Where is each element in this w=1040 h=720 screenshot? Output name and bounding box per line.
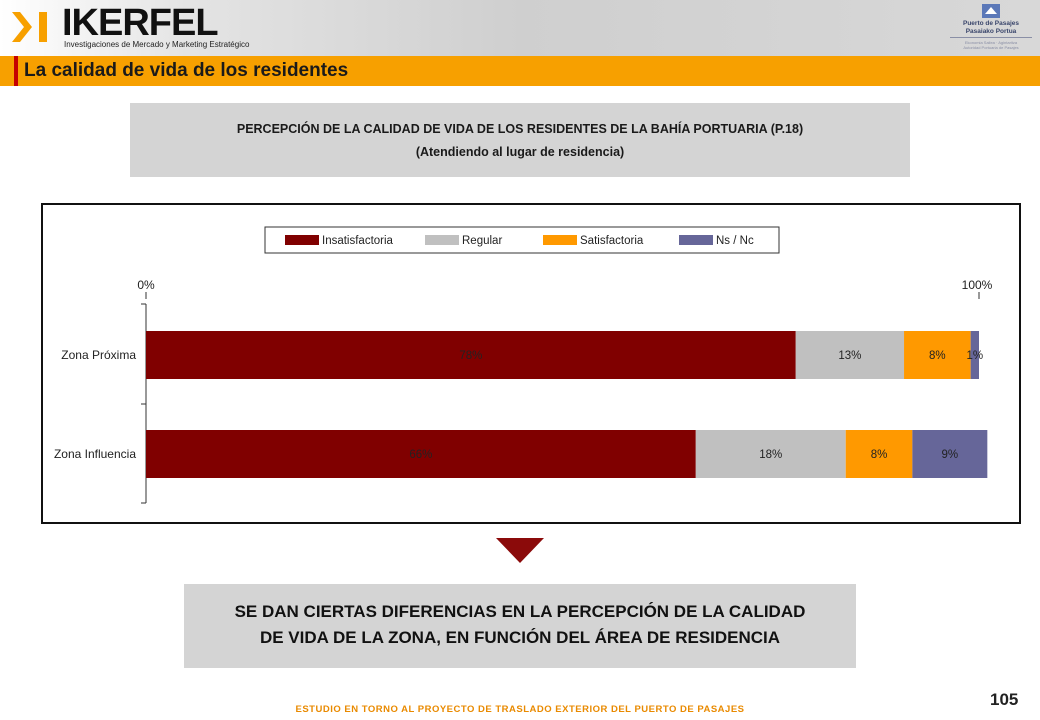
data-label-3-0: 1%	[967, 350, 984, 362]
conclusion-line1: SE DAN CIERTAS DIFERENCIAS EN LA PERCEPC…	[234, 602, 806, 621]
legend-label-1: Regular	[462, 235, 502, 247]
ikerfel-logo-icon	[12, 12, 47, 42]
legend-swatch-2	[543, 235, 577, 245]
legend-swatch-0	[285, 235, 319, 245]
chart-subtitle: (Atendiendo al lugar de residencia)	[415, 145, 625, 159]
partner-name-line1: Puerto de Pasajes	[963, 20, 1019, 27]
bar-2-1	[845, 430, 913, 478]
partner-name-line2: Pasaiako Portua	[965, 28, 1017, 35]
bar-1-0	[795, 331, 905, 379]
data-label-0-1: 66%	[409, 449, 432, 461]
data-label-2-1: 8%	[871, 449, 888, 461]
partner-small-line1: Ekonomia Sailea · Agintaritza	[964, 40, 1018, 45]
data-label-1-1: 18%	[759, 449, 782, 461]
partner-divider	[950, 37, 1032, 38]
footer-text: ESTUDIO EN TORNO AL PROYECTO DE TRASLADO…	[295, 704, 745, 715]
chart-title: PERCEPCIÓN DE LA CALIDAD DE VIDA DE LOS …	[236, 122, 804, 136]
header: IKERFEL Investigaciones de Mercado y Mar…	[0, 0, 1040, 56]
data-label-3-1: 9%	[942, 449, 959, 461]
category-label-1: Zona Influencia	[54, 447, 136, 461]
x-tick-label-1: 100%	[962, 278, 993, 292]
legend-label-3: Ns / Nc	[716, 235, 754, 247]
section-flag	[14, 56, 18, 86]
bar-0-0	[146, 331, 796, 379]
category-label-0: Zona Próxima	[61, 348, 136, 362]
section-bar: La calidad de vida de los residentes	[0, 56, 1040, 86]
bar-3-0	[970, 331, 979, 379]
bar-0-1	[146, 430, 696, 478]
legend-swatch-3	[679, 235, 713, 245]
stacked-bar-chart: Insatisfactoria Regular Satisfactoria Ns / …	[54, 226, 993, 504]
legend-label-2: Satisfactoria	[580, 235, 644, 247]
conclusion-line2: DE VIDA DE LA ZONA, EN FUNCIÓN DEL ÁREA …	[259, 628, 781, 647]
bar-3-1	[912, 430, 988, 478]
legend-swatch-1	[425, 235, 459, 245]
arrow-down-icon	[496, 538, 544, 563]
chart-box: Insatisfactoria Regular Satisfactoria Ns / …	[41, 203, 1021, 524]
section-title: La calidad de vida de los residentes	[24, 60, 349, 81]
partner-small-text: Ekonomia Sailea · Agintaritza Autoridad …	[944, 40, 1038, 50]
bar-1-1	[695, 430, 846, 478]
data-label-0-0: 78%	[459, 350, 482, 362]
data-label-2-0: 8%	[929, 350, 946, 362]
page-number: 105	[990, 690, 1019, 709]
chart-title-panel: PERCEPCIÓN DE LA CALIDAD DE VIDA DE LOS …	[130, 103, 910, 177]
logo-subtitle: Investigaciones de Mercado y Marketing E…	[64, 40, 250, 49]
x-tick-label-0: 0%	[137, 278, 155, 292]
port-authority-logo: Puerto de Pasajes Pasaiako Portua Ekonom…	[944, 0, 1038, 56]
partner-small-line2: Autoridad Portuaria de Pasajes	[963, 45, 1019, 50]
logo-name: IKERFEL	[62, 2, 219, 44]
legend-label-0: Insatisfactoria	[322, 235, 394, 247]
data-label-1-0: 13%	[838, 350, 861, 362]
port-emblem-icon	[982, 4, 1000, 18]
bar-2-0	[904, 331, 971, 379]
conclusion-panel: SE DAN CIERTAS DIFERENCIAS EN LA PERCEPC…	[184, 584, 856, 668]
